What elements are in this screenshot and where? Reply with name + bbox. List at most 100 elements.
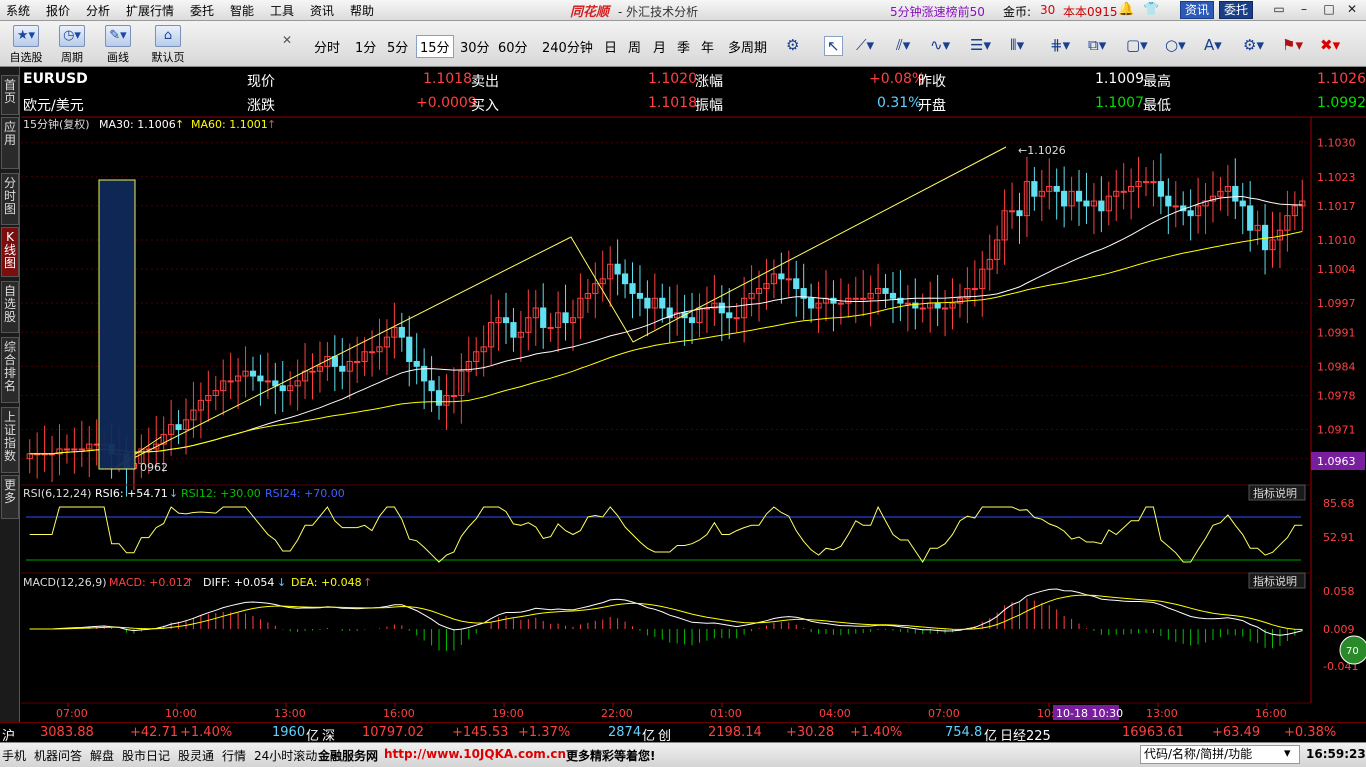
period-multi[interactable]: 多周期 — [728, 41, 768, 56]
parallel-tool-icon[interactable]: ⫽▾ — [896, 36, 911, 54]
line-settings-icon[interactable]: ⚙▾ — [1243, 36, 1264, 54]
candle-body — [741, 297, 748, 319]
sidebar-item-ranking[interactable]: 综合排名 — [1, 337, 19, 403]
rectangle-tool-icon[interactable]: ▢▾ — [1126, 36, 1148, 54]
channel-tool-icon[interactable]: ⧉▾ — [1088, 36, 1107, 54]
bottom-item-diary[interactable]: 股市日记 — [122, 749, 171, 763]
sidebar-item-timeshare[interactable]: 分时图 — [1, 173, 19, 225]
grid-tool-icon[interactable]: ⋕▾ — [1050, 36, 1071, 54]
menu-quote[interactable]: 报价 — [46, 4, 71, 18]
menu-extended[interactable]: 扩展行情 — [126, 4, 175, 18]
period-quarter[interactable]: 季 — [677, 41, 691, 56]
candle-body — [607, 263, 614, 280]
period-30m[interactable]: 30分 — [460, 41, 490, 56]
candle-body — [71, 448, 78, 451]
period-60m[interactable]: 60分 — [498, 41, 528, 56]
period-5m[interactable]: 5分 — [387, 41, 409, 56]
sidebar-item-kline[interactable]: K线图 — [1, 227, 19, 277]
bottom-bar: 手机 机器问答 解盘 股市日记 股灵通 行情 24小时滚动 金融服务网 http… — [0, 742, 1366, 767]
clock: 16:59:23 — [1306, 747, 1366, 761]
menu-help[interactable]: 帮助 — [350, 4, 375, 18]
sidebar-item-watchlist[interactable]: 自选股 — [1, 281, 19, 333]
home-button[interactable]: ⌂ 默认页 — [148, 24, 188, 64]
period-240m[interactable]: 240分钟 — [542, 41, 593, 56]
sh-change: +42.71 — [130, 725, 179, 740]
cursor-icon[interactable]: ↖ — [824, 36, 843, 56]
sidebar-item-more[interactable]: 更多 — [1, 475, 19, 519]
bottom-item-qa[interactable]: 机器问答 — [34, 749, 83, 763]
ellipse-tool-icon[interactable]: ○▾ — [1165, 36, 1186, 54]
candle-body — [867, 292, 874, 299]
cycle-button[interactable]: ◷▾ 周期 — [52, 24, 92, 64]
sell-label: 卖出 — [471, 74, 499, 90]
menu-tools[interactable]: 工具 — [270, 4, 295, 18]
candle-body — [688, 317, 696, 324]
bottom-item-analysis[interactable]: 解盘 — [90, 749, 115, 763]
fibonacci-tool-icon[interactable]: ☰▾ — [970, 36, 991, 54]
candle-body — [458, 370, 465, 396]
macd-help-button — [1248, 572, 1306, 589]
candle-body — [465, 360, 472, 372]
restore-icon[interactable]: ▭ — [1273, 2, 1285, 16]
close-icon[interactable]: ✕ — [1346, 2, 1358, 16]
pen-icon: ✎▾ — [105, 25, 131, 47]
maximize-icon[interactable]: □ — [1323, 2, 1335, 16]
candle-body — [78, 448, 85, 451]
candle-body — [495, 317, 502, 324]
bottom-item-market[interactable]: 行情 — [222, 749, 247, 763]
minimize-icon[interactable]: – — [1301, 2, 1307, 16]
period-tick[interactable]: 分时 — [314, 41, 341, 56]
period-1m[interactable]: 1分 — [355, 41, 377, 56]
candle-body — [755, 288, 763, 294]
bottom-item-stock-spirit[interactable]: 股灵通 — [178, 749, 215, 763]
settings-gear-icon[interactable]: ⚙ — [786, 36, 800, 54]
bell-icon[interactable]: 🔔 — [1118, 2, 1135, 17]
menu-trade[interactable]: 委托 — [190, 4, 215, 18]
period-year[interactable]: 年 — [701, 41, 715, 56]
candle-body — [577, 297, 584, 319]
candle-body — [569, 317, 577, 324]
site-link[interactable]: http://www.10JQKA.com.cn — [384, 747, 567, 761]
candle-body — [696, 307, 703, 324]
symbol-code: EURUSD — [23, 71, 88, 87]
menu-system[interactable]: 系统 — [6, 4, 31, 18]
promo-link[interactable]: 5分钟涨速榜前50 — [890, 5, 985, 19]
collapse-icon[interactable]: ✕ — [282, 33, 293, 47]
menu-smart[interactable]: 智能 — [230, 4, 255, 18]
search-dropdown-icon[interactable]: ▾ — [1284, 746, 1291, 761]
shirt-icon[interactable]: 👕 — [1143, 2, 1160, 17]
bottom-item-rolling[interactable]: 24小时滚动 — [254, 749, 318, 763]
chart-area[interactable]: 15分钟(复权) MA30: 1.1006 ↑ MA60: 1.1001 ↑ 1… — [21, 116, 1366, 741]
candle-body — [666, 307, 673, 319]
kline-chart[interactable]: 15分钟(复权) MA30: 1.1006 ↑ MA60: 1.1001 ↑ 1… — [21, 116, 1366, 722]
clock-icon: ◷▾ — [59, 25, 85, 47]
gann-tool-icon[interactable]: ⦀▾ — [1010, 36, 1025, 54]
period-week[interactable]: 周 — [628, 41, 642, 56]
candle-body — [837, 302, 844, 305]
wave-tool-icon[interactable]: ∿▾ — [930, 36, 951, 54]
menu-analysis[interactable]: 分析 — [86, 4, 111, 18]
period-day[interactable]: 日 — [604, 41, 618, 56]
news-button[interactable]: 资讯 — [1180, 1, 1215, 19]
menu-news[interactable]: 资讯 — [310, 4, 335, 18]
candle-body — [554, 312, 562, 328]
trade-dropdown[interactable]: 委托 — [1219, 1, 1254, 19]
line-tool-icon[interactable]: ⟋▾ — [856, 36, 875, 54]
draw-button[interactable]: ✎▾ 画线 — [98, 24, 138, 64]
sidebar-item-home[interactable]: 首页 — [1, 75, 19, 115]
sidebar-item-shindex[interactable]: 上证指数 — [1, 407, 19, 473]
search-input[interactable]: 代码/名称/简拼/功能 — [1140, 745, 1300, 764]
delete-icon[interactable]: ✖▾ — [1320, 36, 1341, 54]
sidebar-item-apps[interactable]: 应用 — [1, 117, 19, 169]
candle-body — [294, 380, 301, 387]
period-month[interactable]: 月 — [653, 41, 667, 56]
candle-body — [331, 356, 338, 367]
candle-body — [1172, 205, 1179, 208]
text-tool-icon[interactable]: A▾ — [1204, 36, 1222, 54]
bookmark-icon[interactable]: ⚑▾ — [1282, 36, 1303, 54]
buy-value: 1.1018 — [648, 95, 697, 111]
watchlist-button[interactable]: ★▾ 自选股 — [6, 24, 46, 64]
period-15m[interactable]: 15分 — [416, 35, 454, 58]
candle-body — [919, 307, 926, 310]
bottom-item-mobile[interactable]: 手机 — [2, 749, 27, 763]
